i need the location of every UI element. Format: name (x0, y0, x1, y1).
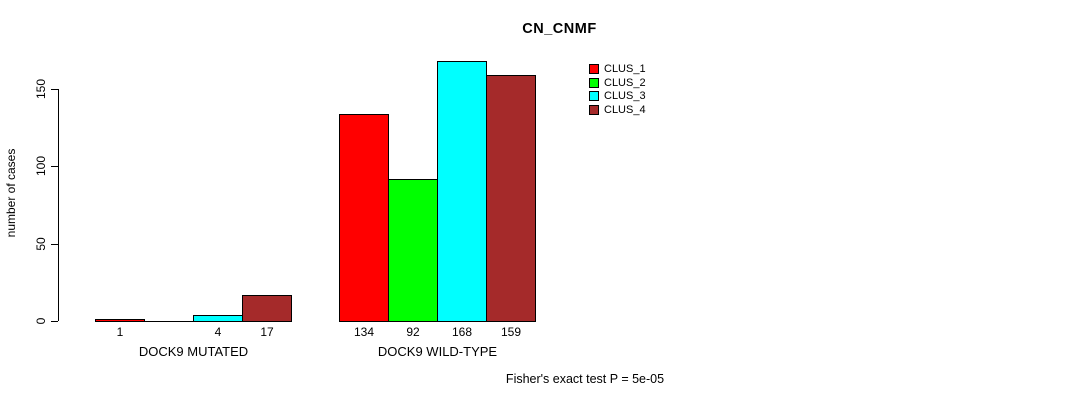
y-axis-line (58, 89, 59, 321)
y-axis-tick-label: 50 (34, 237, 48, 251)
bar-value-label: 159 (500, 325, 522, 339)
bar-value-label: 4 (214, 325, 222, 339)
legend-swatch-icon (589, 78, 599, 88)
fisher-test-note: Fisher's exact test P = 5e-05 (505, 372, 665, 386)
y-axis-tick (51, 89, 58, 90)
bar-value-label: 92 (406, 325, 420, 339)
bar-value-label: 168 (451, 325, 473, 339)
bar-clus_1-mutated (95, 319, 145, 322)
bar-clus_4-mutated (242, 295, 292, 322)
bar-clus_2-mutated-zero (144, 321, 194, 322)
bar-clus_1-wild-type (339, 114, 389, 322)
bar-clus_2-wild-type (388, 179, 438, 322)
legend-swatch-icon (589, 64, 599, 74)
y-axis-label: number of cases (4, 148, 18, 238)
y-axis-tick (51, 321, 58, 322)
legend-label: CLUS_2 (604, 77, 646, 89)
legend-swatch-icon (589, 91, 599, 101)
y-axis-tick (51, 244, 58, 245)
legend-label: CLUS_1 (604, 63, 646, 75)
chart-title: CN_CNMF (522, 21, 597, 37)
y-axis-tick-label: 0 (34, 317, 48, 325)
bar-clus_4-wild-type (486, 75, 536, 322)
group-label-wild-type: DOCK9 WILD-TYPE (377, 344, 498, 359)
bar-value-label: 134 (353, 325, 375, 339)
legend-label: CLUS_3 (604, 90, 646, 102)
legend-swatch-icon (589, 105, 599, 115)
bar-value-label: 17 (260, 325, 274, 339)
bar-clus_3-wild-type (437, 61, 487, 322)
y-axis-tick-label: 100 (34, 155, 48, 177)
bar-clus_3-mutated (193, 315, 243, 322)
legend-label: CLUS_4 (604, 104, 646, 116)
y-axis-tick-label: 150 (34, 78, 48, 100)
bar-value-label: 1 (116, 325, 124, 339)
y-axis-tick (51, 166, 58, 167)
group-label-mutated: DOCK9 MUTATED (138, 344, 249, 359)
